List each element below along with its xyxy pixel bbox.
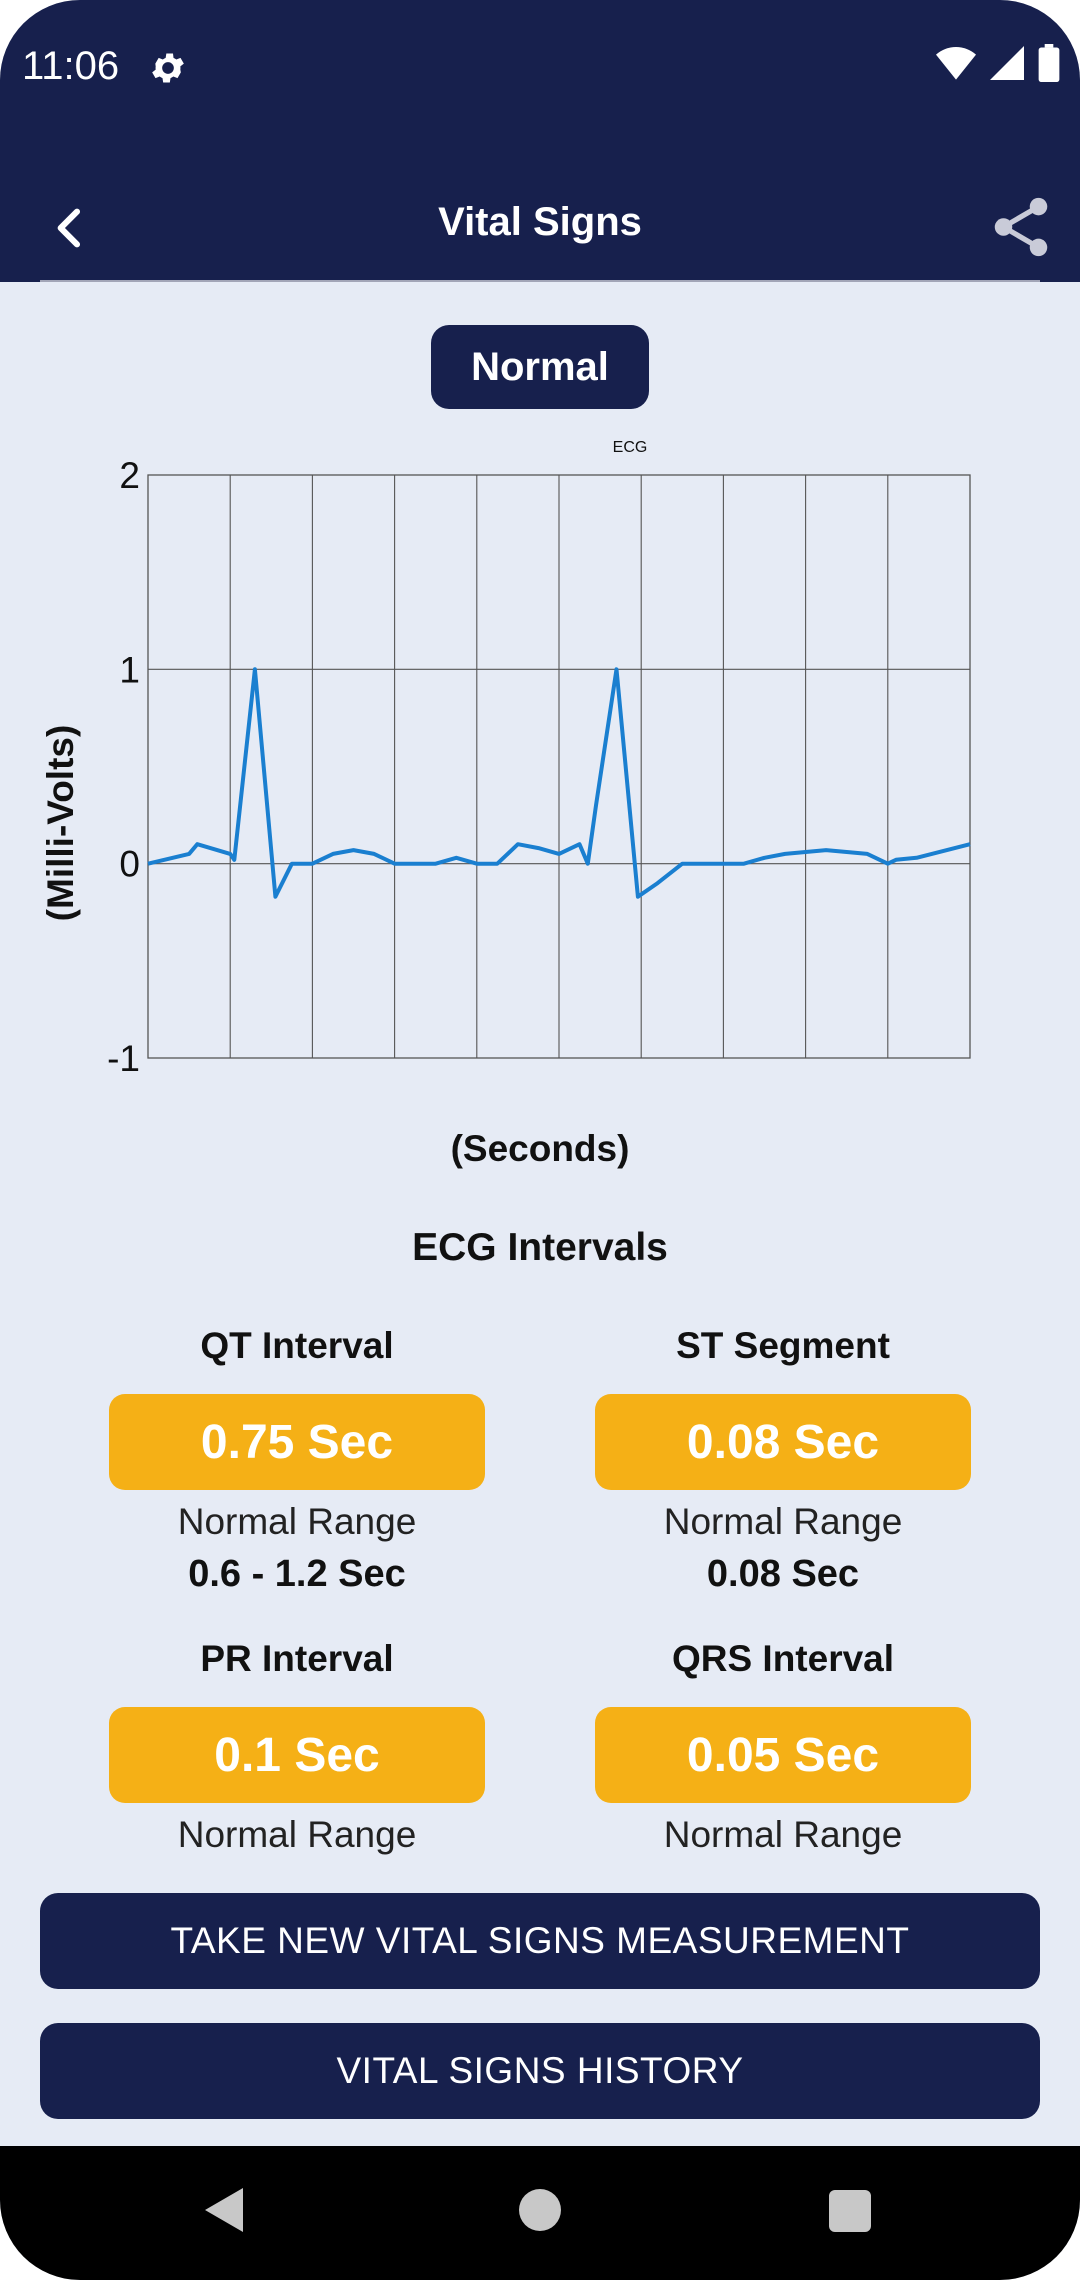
- qrs-interval-card: QRS Interval 0.05 Sec Normal Range: [595, 1631, 971, 1861]
- metric-title: PR Interval: [200, 1638, 394, 1679]
- metric-value: 0.05 Sec: [595, 1707, 971, 1803]
- battery-icon: [1038, 44, 1060, 82]
- st-segment-card: ST Segment 0.08 Sec Normal Range 0.08 Se…: [595, 1318, 971, 1600]
- nav-back-icon[interactable]: [205, 2188, 243, 2232]
- nav-home-icon[interactable]: [519, 2189, 561, 2231]
- settings-gear-icon: [152, 53, 184, 83]
- y-tick-label: 2: [119, 455, 140, 496]
- metric-title: QT Interval: [200, 1325, 394, 1366]
- take-new-measurement-button[interactable]: TAKE NEW VITAL SIGNS MEASUREMENT: [40, 1893, 1040, 1989]
- chart-grid: [147, 474, 971, 1059]
- x-axis-label: (Seconds): [450, 1128, 630, 1169]
- ecg-status-badge: Normal: [431, 325, 649, 409]
- metric-value: 0.1 Sec: [109, 1707, 485, 1803]
- cellular-signal-icon: [990, 46, 1024, 80]
- system-nav-bar: [0, 2146, 1080, 2280]
- qt-interval-card: QT Interval 0.75 Sec Normal Range 0.6 - …: [109, 1318, 485, 1600]
- system-icons: [936, 44, 1060, 82]
- chart-title: ECG: [613, 439, 648, 456]
- normal-range-label: Normal Range: [177, 1814, 417, 1855]
- ecg-chart: ECG -1 0 1 2 (Milli-Volts): [40, 439, 971, 1079]
- vital-signs-history-button[interactable]: VITAL SIGNS HISTORY: [40, 2023, 1040, 2119]
- metric-value: 0.75 Sec: [109, 1394, 485, 1490]
- status-time: 11:06: [22, 44, 120, 88]
- nav-recents-icon[interactable]: [829, 2190, 871, 2232]
- normal-range-label: Normal Range: [177, 1501, 417, 1542]
- top-bar: 11:06 Vital Signs: [0, 0, 1080, 282]
- y-tick-label: -1: [107, 1038, 140, 1079]
- page-title: Vital Signs: [438, 200, 642, 244]
- y-axis-ticks: -1 0 1 2: [107, 455, 140, 1079]
- header-divider: [40, 280, 1040, 282]
- metric-title: QRS Interval: [671, 1638, 895, 1679]
- y-axis-label: (Milli-Volts): [40, 725, 81, 922]
- y-tick-label: 1: [119, 649, 140, 690]
- ecg-series-line: [147, 667, 971, 899]
- metric-value: 0.08 Sec: [595, 1394, 971, 1490]
- normal-range-value: 0.6 - 1.2 Sec: [188, 1553, 406, 1595]
- share-icon[interactable]: [986, 192, 1056, 262]
- back-arrow-icon[interactable]: [40, 200, 100, 256]
- normal-range-value: 0.08 Sec: [706, 1553, 860, 1595]
- wifi-icon: [936, 47, 976, 80]
- y-tick-label: 0: [119, 844, 140, 885]
- normal-range-label: Normal Range: [663, 1501, 903, 1542]
- metric-title: ST Segment: [676, 1325, 890, 1366]
- ecg-intervals-title: ECG Intervals: [412, 1226, 668, 1269]
- pr-interval-card: PR Interval 0.1 Sec Normal Range: [109, 1631, 485, 1861]
- normal-range-label: Normal Range: [663, 1814, 903, 1855]
